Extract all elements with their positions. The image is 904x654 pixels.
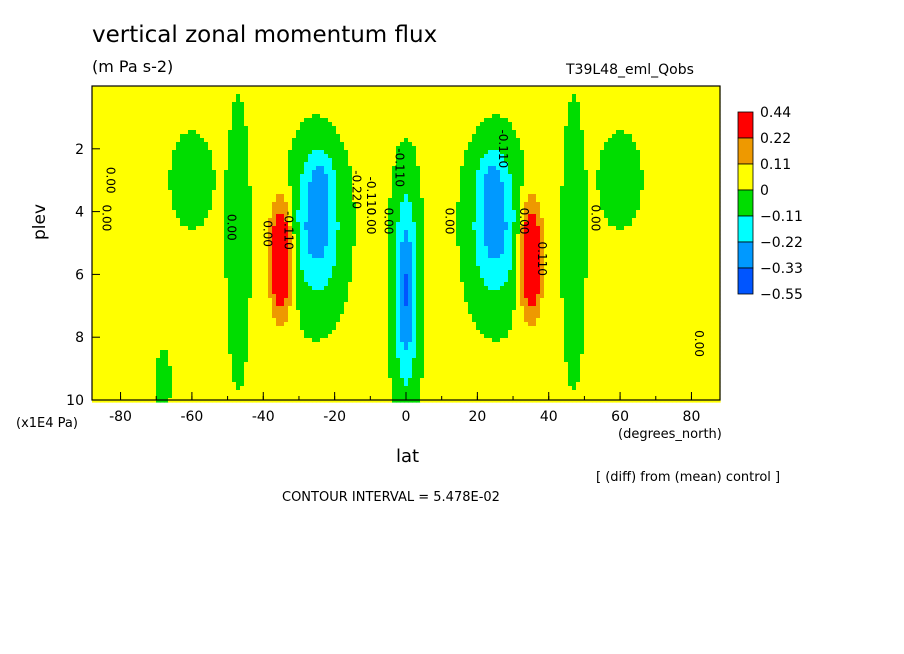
y-tick-label: 10: [66, 393, 84, 409]
contour-label: 0.00: [517, 208, 531, 235]
colorbar-label: −0.33: [760, 261, 803, 277]
y-tick-label: 8: [75, 330, 84, 346]
contour-label: 0.00: [442, 208, 456, 235]
colorbar-label: −0.55: [760, 287, 803, 303]
contour-label: 0.00: [260, 220, 274, 247]
contour-label: 0.00: [364, 208, 378, 235]
x-tick-label: 20: [468, 409, 486, 425]
contour-fill: [92, 86, 721, 403]
y-tick-label: 2: [75, 142, 84, 158]
colorbar-label: 0: [760, 183, 769, 199]
x-tick-label: 80: [683, 409, 701, 425]
x-tick-label: 0: [402, 409, 411, 425]
contour-label: 0.110: [535, 242, 549, 276]
x-tick-label: 40: [540, 409, 558, 425]
colorbar-label: 0.44: [760, 105, 791, 121]
contour-label: 0.00: [382, 208, 396, 235]
x-tick-label: -40: [252, 409, 275, 425]
x-axis: -80 -60 -40 -20 0 20 40 60 80: [109, 392, 700, 425]
colorbar: 0.44 0.22 0.11 0 −0.11 −0.22 −0.33 −0.55: [737, 105, 803, 303]
colorbar-swatch: [737, 163, 754, 191]
contour-label: -0.110: [282, 211, 296, 250]
colorbar-swatch: [737, 267, 754, 295]
colorbar-swatch: [737, 241, 754, 269]
colorbar-swatch: [737, 189, 754, 217]
x-tick-label: -80: [109, 409, 132, 425]
contour-label: 0.00: [103, 167, 117, 194]
colorbar-label: −0.22: [760, 235, 803, 251]
colorbar-swatch: [737, 137, 754, 165]
contour-label: 0.00: [225, 214, 239, 241]
y-axis: 2 4 6 8 10: [66, 142, 100, 409]
contour-label: -0.220: [349, 170, 363, 209]
colorbar-swatch: [737, 215, 754, 243]
diff-note: [ (diff) from (mean) control ]: [596, 470, 781, 485]
x-tick-label: -20: [323, 409, 346, 425]
x-tick-label: -60: [180, 409, 203, 425]
contour-label: -0.110: [496, 129, 510, 168]
contour-label: -0.110: [392, 148, 406, 187]
contour-label: 0.00: [692, 330, 706, 357]
chart-units: (m Pa s-2): [92, 57, 174, 76]
y-axis-units: (x1E4 Pa): [16, 416, 78, 431]
x-axis-label: lat: [396, 446, 420, 467]
chart-title: vertical zonal momentum flux: [92, 22, 438, 48]
colorbar-label: −0.11: [760, 209, 803, 225]
y-tick-label: 4: [75, 205, 84, 221]
x-tick-label: 60: [611, 409, 629, 425]
contour-label: -0.110: [364, 177, 378, 216]
contour-interval-note: CONTOUR INTERVAL = 5.478E-02: [282, 490, 500, 505]
colorbar-label: 0.22: [760, 131, 791, 147]
colorbar-swatch: [737, 111, 754, 139]
contour-label: 0.00: [589, 205, 603, 232]
run-label: T39L48_eml_Qobs: [566, 62, 694, 78]
contour-label: 0.00: [100, 205, 114, 232]
x-axis-units: (degrees_north): [618, 427, 722, 442]
y-tick-label: 6: [75, 267, 84, 283]
colorbar-label: 0.11: [760, 157, 791, 173]
